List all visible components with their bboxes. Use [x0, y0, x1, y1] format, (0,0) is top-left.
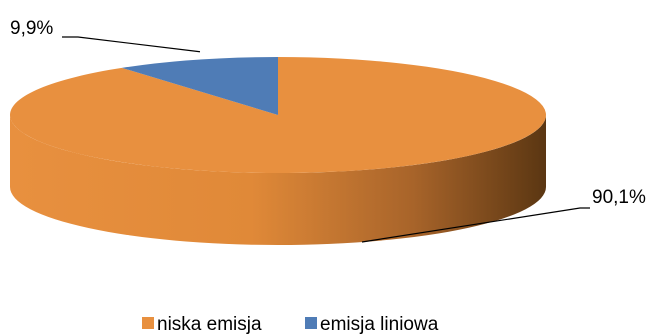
leader-lines — [62, 36, 590, 243]
data-label-emisja-liniowa: 9,9% — [10, 18, 53, 39]
legend-swatch-emisja-liniowa — [305, 317, 317, 329]
legend: niska emisja emisja liniowa — [142, 314, 439, 334]
legend-label-niska-emisja: niska emisja — [157, 314, 262, 334]
legend-swatch-niska-emisja — [142, 317, 154, 329]
pie-slices — [9, 57, 546, 245]
slice-side-niska-emisja — [10, 115, 546, 245]
slice-emisja-liniowa — [121, 57, 278, 115]
data-label-niska-emisja: 90,1% — [592, 187, 646, 208]
leader-line-niska-emisja — [361, 207, 590, 243]
legend-label-emisja-liniowa: emisja liniowa — [320, 314, 439, 334]
slice-niska-emisja — [9, 57, 546, 173]
leader-line-emisja-liniowa — [62, 36, 201, 53]
